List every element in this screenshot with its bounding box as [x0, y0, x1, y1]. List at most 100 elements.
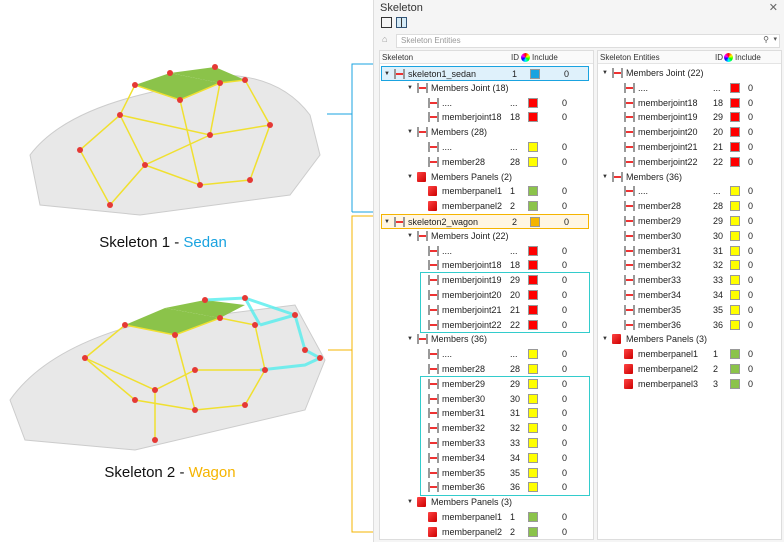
color-swatch[interactable]: [730, 364, 740, 374]
row-include[interactable]: 0: [748, 156, 754, 167]
color-swatch[interactable]: [528, 319, 538, 330]
tree-row[interactable]: ....... 0: [598, 81, 781, 96]
single-view-button[interactable]: [381, 17, 392, 28]
color-swatch[interactable]: [730, 304, 740, 315]
tree-row[interactable]: member30 30 0: [380, 392, 593, 407]
color-swatch[interactable]: [528, 438, 538, 448]
color-swatch[interactable]: [528, 349, 538, 360]
row-include[interactable]: 0: [748, 230, 754, 241]
color-swatch[interactable]: [528, 393, 538, 404]
row-include[interactable]: 0: [748, 349, 754, 360]
tree-row[interactable]: member28 28 0: [380, 155, 593, 170]
color-swatch[interactable]: [730, 142, 740, 152]
color-swatch[interactable]: [528, 526, 538, 537]
expand-toggle-icon[interactable]: ▼: [384, 219, 390, 225]
expand-toggle-icon[interactable]: ▼: [602, 336, 608, 343]
tree-row[interactable]: memberpanel2 2 0: [380, 525, 593, 539]
tree-row[interactable]: memberjoint18 18 0: [380, 110, 593, 125]
color-swatch[interactable]: [730, 127, 740, 138]
tree-row[interactable]: memberpanel2 2 0: [380, 199, 593, 214]
row-include[interactable]: 0: [562, 97, 568, 108]
column-header-include[interactable]: Include: [735, 53, 761, 62]
tree-row[interactable]: member36 36 0: [380, 480, 593, 495]
row-include[interactable]: 0: [748, 364, 754, 374]
tree-row[interactable]: member30 30 0: [598, 229, 781, 244]
row-include[interactable]: 0: [562, 349, 568, 360]
color-swatch[interactable]: [528, 467, 538, 478]
tree-row[interactable]: member29 29 0: [380, 377, 593, 392]
row-include[interactable]: 0: [564, 217, 570, 227]
tree-row[interactable]: ▼ Members Panels (3): [380, 495, 593, 510]
row-include[interactable]: 0: [748, 186, 754, 197]
row-include[interactable]: 0: [748, 97, 754, 108]
color-swatch[interactable]: [528, 260, 538, 271]
row-include[interactable]: 0: [562, 112, 568, 123]
tree-row[interactable]: ▼ Members (36): [380, 332, 593, 347]
tree-row[interactable]: memberjoint19 29 0: [598, 110, 781, 125]
column-header-id[interactable]: ID: [715, 53, 723, 62]
color-swatch[interactable]: [730, 97, 740, 108]
row-include[interactable]: 0: [562, 482, 568, 493]
tree-row[interactable]: memberjoint22 22 0: [598, 155, 781, 170]
tree-row[interactable]: ▼ skeleton2_wagon 2 0: [381, 214, 589, 229]
row-include[interactable]: 0: [562, 408, 568, 419]
home-icon[interactable]: ⌂: [382, 34, 388, 44]
row-include[interactable]: 0: [748, 260, 754, 271]
tree-row[interactable]: ▼ Members (36): [598, 170, 781, 185]
row-include[interactable]: 0: [562, 393, 568, 404]
color-swatch[interactable]: [530, 69, 540, 79]
row-include[interactable]: 0: [748, 319, 754, 330]
tree-row[interactable]: memberjoint20 20 0: [598, 125, 781, 140]
row-include[interactable]: 0: [748, 112, 754, 123]
row-include[interactable]: 0: [748, 82, 754, 93]
expand-toggle-icon[interactable]: ▼: [407, 84, 413, 91]
expand-toggle-icon[interactable]: ▼: [407, 173, 413, 180]
color-swatch[interactable]: [528, 156, 538, 167]
row-include[interactable]: 0: [562, 452, 568, 463]
color-swatch[interactable]: [528, 245, 538, 256]
column-header-name[interactable]: Skeleton: [382, 53, 414, 62]
color-swatch[interactable]: [730, 290, 740, 300]
expand-toggle-icon[interactable]: ▼: [407, 232, 413, 239]
color-swatch[interactable]: [528, 304, 538, 315]
tree-row[interactable]: ▼ Members Panels (3): [598, 332, 781, 347]
color-swatch[interactable]: [730, 245, 740, 256]
tree-row[interactable]: memberpanel3 3 0: [598, 377, 781, 392]
tree-row[interactable]: memberpanel1 1 0: [598, 347, 781, 362]
row-include[interactable]: 0: [562, 319, 568, 330]
color-swatch[interactable]: [528, 408, 538, 419]
color-swatch[interactable]: [528, 275, 538, 286]
tree-row[interactable]: member36 36 0: [598, 318, 781, 333]
tree-row[interactable]: member29 29 0: [598, 214, 781, 229]
chevron-down-icon[interactable]: ▾: [773, 36, 777, 43]
color-swatch[interactable]: [730, 319, 740, 330]
tree-row[interactable]: ▼ Members (28): [380, 125, 593, 140]
search-icon[interactable]: ⚲: [763, 35, 769, 44]
color-swatch[interactable]: [528, 142, 538, 152]
expand-toggle-icon[interactable]: ▼: [407, 499, 413, 506]
row-include[interactable]: 0: [748, 245, 754, 256]
row-include[interactable]: 0: [564, 69, 570, 79]
tree-row[interactable]: member28 28 0: [380, 362, 593, 377]
color-swatch[interactable]: [528, 482, 538, 493]
tree-row[interactable]: member32 32 0: [598, 258, 781, 273]
tree-row[interactable]: ▼ Members Panels (2): [380, 170, 593, 185]
row-include[interactable]: 0: [748, 378, 754, 389]
tree-row[interactable]: memberjoint22 22 0: [380, 318, 593, 333]
color-swatch[interactable]: [730, 201, 740, 212]
row-include[interactable]: 0: [562, 186, 568, 197]
tree-row[interactable]: ▼ Members Joint (18): [380, 81, 593, 96]
row-include[interactable]: 0: [562, 156, 568, 167]
split-view-button[interactable]: [396, 17, 407, 28]
row-include[interactable]: 0: [748, 216, 754, 226]
color-swatch[interactable]: [528, 201, 538, 212]
column-header-name[interactable]: Skeleton Entities: [600, 53, 660, 62]
tree-row[interactable]: memberjoint18 18 0: [598, 96, 781, 111]
tree-row[interactable]: member33 33 0: [598, 273, 781, 288]
row-include[interactable]: 0: [748, 290, 754, 300]
color-swatch[interactable]: [730, 112, 740, 123]
row-include[interactable]: 0: [748, 142, 754, 152]
row-include[interactable]: 0: [562, 467, 568, 478]
row-include[interactable]: 0: [562, 201, 568, 212]
color-swatch[interactable]: [528, 364, 538, 374]
